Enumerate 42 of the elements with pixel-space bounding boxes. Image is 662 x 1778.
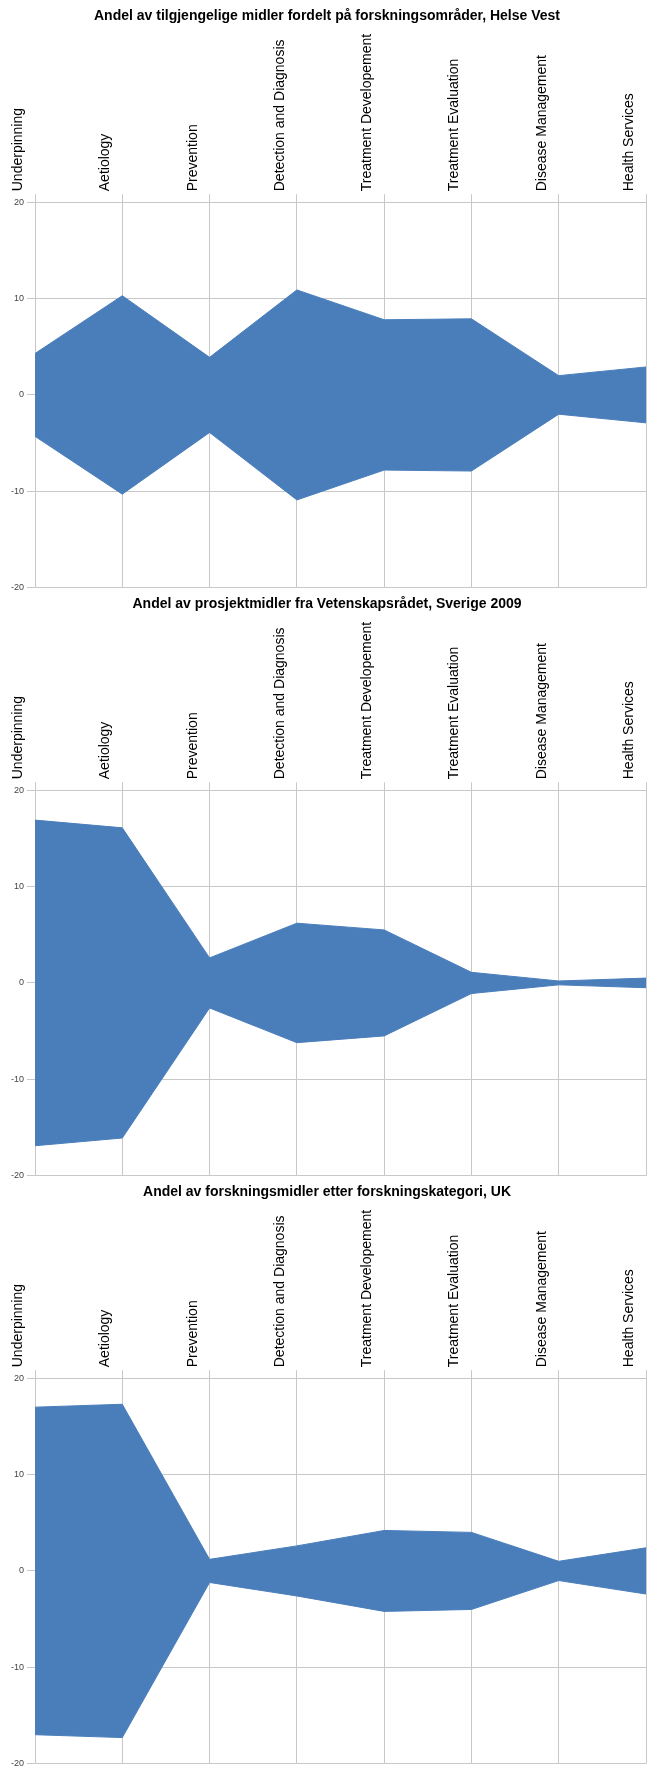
x-tick-label: Disease Management: [532, 642, 549, 780]
x-tick-label: Detection and Diagnosis: [270, 627, 287, 780]
x-tick-label: Detection and Diagnosis: [270, 39, 287, 192]
chart-title: Andel av tilgjengelige midler fordelt på forskningsområder, Helse Vest: [93, 7, 561, 24]
x-tick-label: Aetiology: [96, 133, 113, 192]
chart-title: Andel av forskningsmidler etter forskningskategori, UK: [143, 1183, 511, 1200]
x-tick-label: Treatment Developement: [358, 621, 375, 780]
y-tick-label: -10: [10, 1073, 25, 1084]
y-tick-label: -10: [10, 1661, 25, 1672]
y-tick-label: 20: [13, 1372, 25, 1383]
x-tick-label: Prevention: [183, 712, 200, 780]
y-tick-label: 0: [18, 1565, 25, 1576]
x-tick-label: Disease Management: [532, 54, 549, 192]
y-tick-label: -20: [10, 1170, 25, 1181]
x-tick-label: Treatment Evaluation: [445, 1234, 462, 1368]
y-tick-label: 20: [13, 784, 25, 795]
y-tick-label: 0: [18, 389, 25, 400]
y-tick-label: 10: [13, 293, 25, 304]
x-tick-label: Prevention: [183, 1300, 200, 1368]
y-tick-label: 10: [13, 1469, 25, 1480]
x-tick-label: Treatment Developement: [358, 33, 375, 192]
y-tick-label: 20: [13, 196, 25, 207]
x-tick-label: Treatment Evaluation: [445, 58, 462, 192]
y-tick-label: -20: [10, 582, 25, 593]
x-tick-label: Health Services: [620, 1269, 637, 1368]
x-tick-label: Underpinning: [9, 107, 26, 192]
x-tick-label: Treatment Developement: [358, 1209, 375, 1368]
y-tick-label: 0: [18, 977, 25, 988]
y-tick-label: -10: [10, 485, 25, 496]
x-tick-label: Health Services: [620, 681, 637, 780]
x-tick-label: Treatment Evaluation: [445, 646, 462, 780]
y-tick-label: 10: [13, 881, 25, 892]
chart-title: Andel av prosjektmidler fra Vetenskapsrådet, Sverige 2009: [132, 595, 522, 612]
x-tick-label: Aetiology: [96, 1309, 113, 1368]
x-tick-label: Underpinning: [9, 1283, 26, 1368]
x-tick-label: Disease Management: [532, 1230, 549, 1368]
x-tick-label: Prevention: [183, 124, 200, 192]
x-tick-label: Aetiology: [96, 721, 113, 780]
x-tick-label: Underpinning: [9, 695, 26, 780]
y-tick-label: -20: [10, 1758, 25, 1769]
x-tick-label: Detection and Diagnosis: [270, 1215, 287, 1368]
x-tick-label: Health Services: [620, 93, 637, 192]
